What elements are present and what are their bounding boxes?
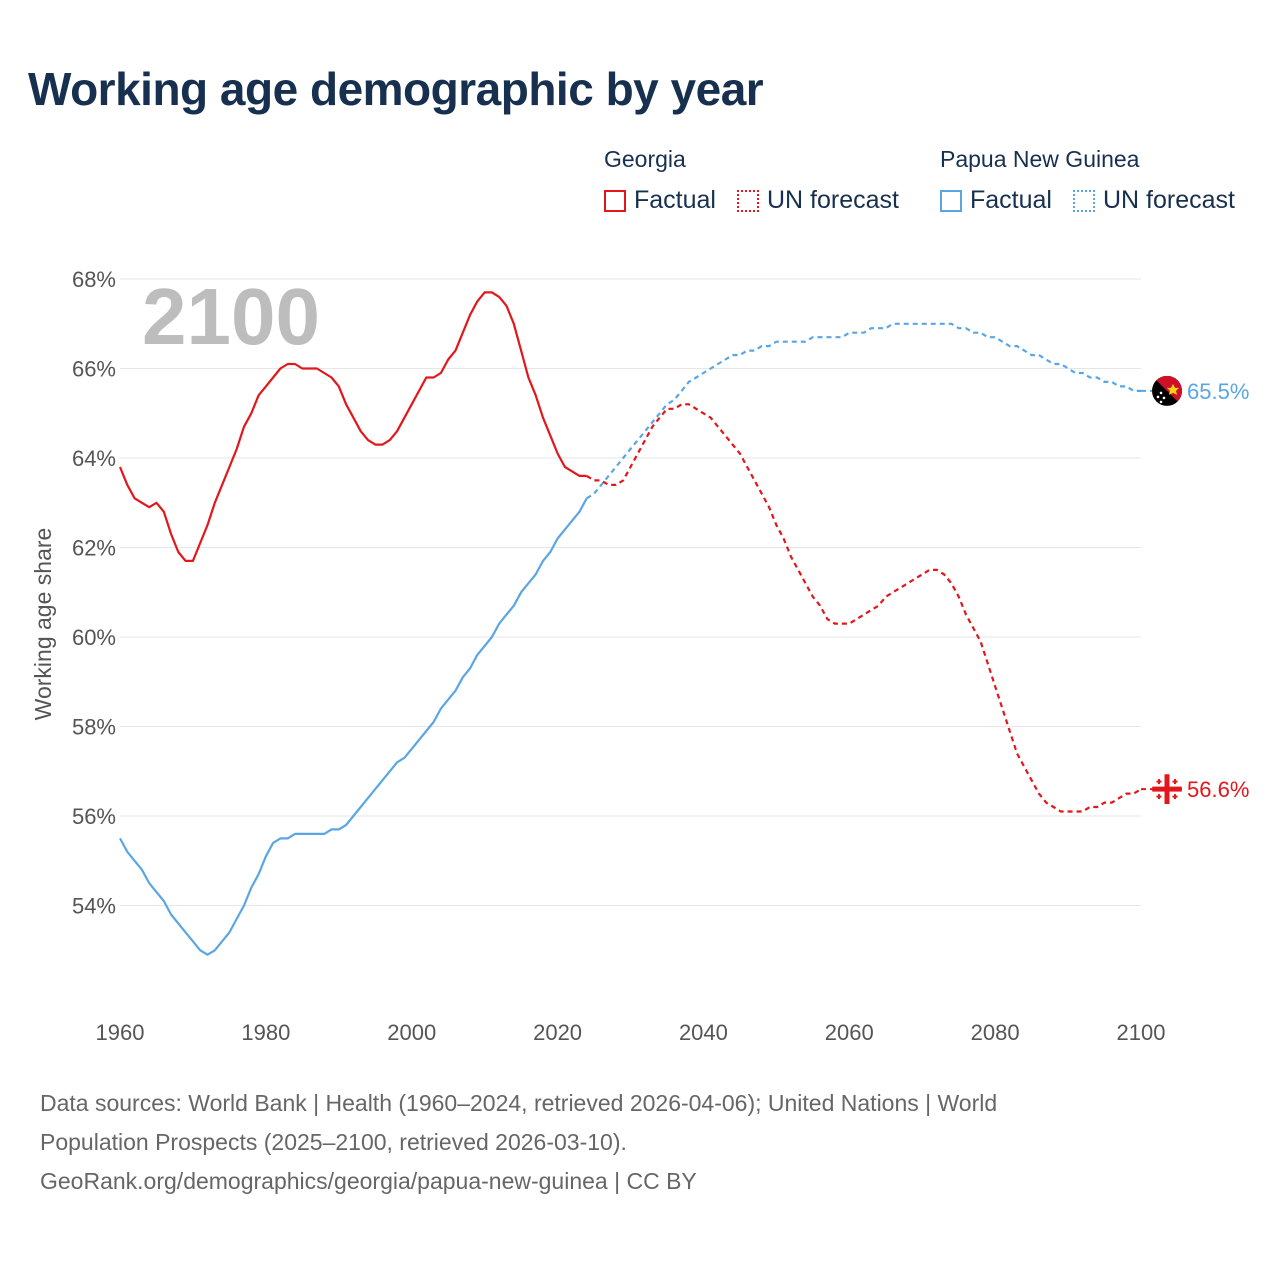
papua-new-guinea-flag-icon xyxy=(1152,375,1182,406)
y-tick-label: 68% xyxy=(72,267,116,292)
chart-title: Working age demographic by year xyxy=(28,63,764,115)
line-chart: 68% 66% 64% 62% 60% 58% 56% 54% 1960 1980 2000 202… xyxy=(30,267,1249,1045)
y-axis-label: Working age share xyxy=(30,528,56,721)
footer-line-1: Data sources: World Bank | Health (1960–… xyxy=(40,1090,998,1116)
papua-new-guinea-forecast-line xyxy=(586,322,1141,500)
x-tick-label: 2080 xyxy=(971,1020,1020,1045)
footer-line-3: GeoRank.org/demographics/georgia/papua-n… xyxy=(40,1168,697,1194)
current-year-label: 2100 xyxy=(142,272,320,361)
papua-new-guinea-factual-line xyxy=(119,497,588,956)
georgia-flag-icon xyxy=(1152,774,1182,805)
series-lines xyxy=(118,291,1152,956)
x-tick-label: 2040 xyxy=(679,1020,728,1045)
legend-georgia-factual[interactable]: Factual xyxy=(604,186,716,215)
y-axis-ticks: 68% 66% 64% 62% 60% 58% 56% 54% xyxy=(72,267,116,919)
papua-new-guinea-end-value: 65.5% xyxy=(1187,379,1249,404)
dotted-line-swatch-icon xyxy=(1073,189,1095,212)
legend-png-forecast-label: UN forecast xyxy=(1103,186,1235,214)
y-tick-label: 60% xyxy=(72,625,116,650)
legend-georgia-forecast[interactable]: UN forecast xyxy=(737,186,899,215)
y-tick-label: 66% xyxy=(72,357,116,382)
dotted-line-swatch-icon xyxy=(737,189,759,212)
legend-georgia-title: Georgia xyxy=(604,146,686,172)
y-tick-label: 64% xyxy=(72,446,116,471)
solid-line-swatch-icon xyxy=(940,189,962,212)
legend-png-factual-label: Factual xyxy=(970,186,1052,214)
legend-georgia-forecast-label: UN forecast xyxy=(767,186,899,214)
x-tick-label: 1980 xyxy=(241,1020,290,1045)
legend-png-factual[interactable]: Factual xyxy=(940,186,1052,215)
x-tick-label: 2060 xyxy=(825,1020,874,1045)
y-tick-label: 58% xyxy=(72,715,116,740)
georgia-forecast-line xyxy=(586,403,1142,813)
y-tick-label: 62% xyxy=(72,536,116,561)
gridlines xyxy=(120,278,1141,906)
y-tick-label: 56% xyxy=(72,804,116,829)
x-axis-ticks: 1960 1980 2000 2020 2040 2060 2080 2100 xyxy=(96,1020,1166,1045)
georgia-end-value: 56.6% xyxy=(1187,777,1249,802)
x-tick-label: 1960 xyxy=(96,1020,145,1045)
data-sources-footer: Data sources: World Bank | Health (1960–… xyxy=(40,1084,1220,1201)
y-tick-label: 54% xyxy=(72,894,116,919)
footer-line-2: Population Prospects (2025–2100, retriev… xyxy=(40,1129,627,1155)
georgia-factual-line xyxy=(118,291,587,562)
legend-png-forecast[interactable]: UN forecast xyxy=(1073,186,1235,215)
solid-line-swatch-icon xyxy=(604,189,626,212)
x-tick-label: 2020 xyxy=(533,1020,582,1045)
x-tick-label: 2100 xyxy=(1117,1020,1166,1045)
legend-png-title: Papua New Guinea xyxy=(940,146,1140,172)
legend-georgia-factual-label: Factual xyxy=(634,186,716,214)
x-tick-label: 2000 xyxy=(387,1020,436,1045)
